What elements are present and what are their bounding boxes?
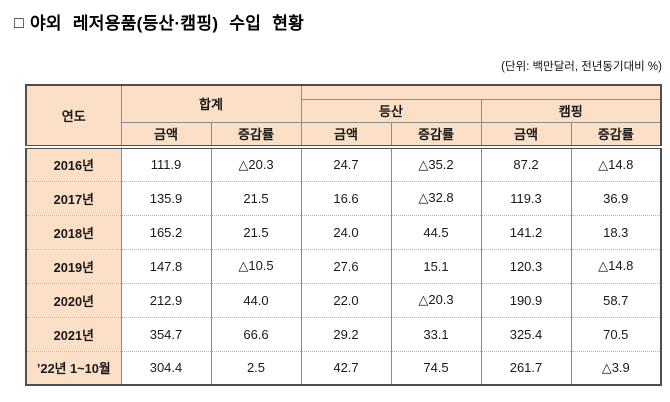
table-row-2021: 2021년 354.7 66.6 29.2 33.1 325.4 70.5 bbox=[25, 316, 662, 352]
value-cell: △35.2 bbox=[390, 146, 482, 182]
value-cell: 21.5 bbox=[210, 214, 302, 250]
value-cell: 120.3 bbox=[480, 248, 572, 284]
value-cell: 135.9 bbox=[120, 180, 212, 216]
value-cell: △20.3 bbox=[390, 282, 482, 318]
value-cell: 24.0 bbox=[300, 214, 392, 250]
value-cell: △10.5 bbox=[210, 248, 302, 284]
header-mountaineering-amount: 금액 bbox=[300, 121, 392, 149]
value-cell: 165.2 bbox=[120, 214, 212, 250]
value-cell: 70.5 bbox=[570, 316, 662, 352]
value-cell: 44.0 bbox=[210, 282, 302, 318]
header-group-total: 합계 bbox=[120, 84, 302, 123]
value-cell: 27.6 bbox=[300, 248, 392, 284]
value-cell: 87.2 bbox=[480, 146, 572, 182]
page-title: □ 야외 레저용품(등산·캠핑) 수입 현황 bbox=[14, 9, 304, 34]
year-cell: 2020년 bbox=[25, 282, 122, 318]
value-cell: 21.5 bbox=[210, 180, 302, 216]
year-cell: 2017년 bbox=[25, 180, 122, 216]
title-square-bullet-icon: □ bbox=[14, 15, 24, 32]
import-status-table: 연도 합계 등산 캠핑 금액 증감률 금액 증감률 금액 증감률 2016년 1… bbox=[25, 84, 662, 386]
value-cell: 36.9 bbox=[570, 180, 662, 216]
value-cell: 66.6 bbox=[210, 316, 302, 352]
value-cell: 2.5 bbox=[210, 350, 302, 386]
value-cell: △3.9 bbox=[570, 350, 662, 386]
year-cell: 2018년 bbox=[25, 214, 122, 250]
year-cell: ’22년 1~10월 bbox=[25, 350, 122, 386]
value-cell: 261.7 bbox=[480, 350, 572, 386]
header-camping-rate: 증감률 bbox=[570, 121, 662, 149]
value-cell: 33.1 bbox=[390, 316, 482, 352]
value-cell: 111.9 bbox=[120, 146, 212, 182]
value-cell: 190.9 bbox=[480, 282, 572, 318]
unit-note: (단위: 백만달러, 전년동기대비 %) bbox=[501, 61, 662, 73]
value-cell: 354.7 bbox=[120, 316, 212, 352]
value-cell: △32.8 bbox=[390, 180, 482, 216]
value-cell: 16.6 bbox=[300, 180, 392, 216]
table-header: 연도 합계 등산 캠핑 금액 증감률 금액 증감률 금액 증감률 bbox=[25, 84, 662, 149]
value-cell: 304.4 bbox=[120, 350, 212, 386]
value-cell: △20.3 bbox=[210, 146, 302, 182]
header-year: 연도 bbox=[25, 84, 122, 149]
table-row-2017: 2017년 135.9 21.5 16.6 △32.8 119.3 36.9 bbox=[25, 180, 662, 216]
table-row-2022-jan-oct: ’22년 1~10월 304.4 2.5 42.7 74.5 261.7 △3.… bbox=[25, 350, 662, 386]
header-total-rate: 증감률 bbox=[210, 121, 302, 149]
value-cell: 15.1 bbox=[390, 248, 482, 284]
header-camping-amount: 금액 bbox=[480, 121, 572, 149]
value-cell: 119.3 bbox=[480, 180, 572, 216]
value-cell: △14.8 bbox=[570, 248, 662, 284]
value-cell: △14.8 bbox=[570, 146, 662, 182]
year-cell: 2016년 bbox=[25, 146, 122, 182]
value-cell: 141.2 bbox=[480, 214, 572, 250]
value-cell: 147.8 bbox=[120, 248, 212, 284]
value-cell: 22.0 bbox=[300, 282, 392, 318]
header-total-amount: 금액 bbox=[120, 121, 212, 149]
table-row-2019: 2019년 147.8 △10.5 27.6 15.1 120.3 △14.8 bbox=[25, 248, 662, 284]
title-text: 야외 레저용품(등산·캠핑) bbox=[29, 14, 219, 33]
table-row-2016: 2016년 111.9 △20.3 24.7 △35.2 87.2 △14.8 bbox=[25, 146, 662, 182]
value-cell: 42.7 bbox=[300, 350, 392, 386]
year-cell: 2021년 bbox=[25, 316, 122, 352]
header-group-camping: 캠핑 bbox=[480, 98, 662, 123]
title-emphasis: 수입 현황 bbox=[229, 14, 305, 33]
header-group-mountaineering: 등산 bbox=[300, 98, 482, 123]
year-cell: 2019년 bbox=[25, 248, 122, 284]
value-cell: 58.7 bbox=[570, 282, 662, 318]
value-cell: 29.2 bbox=[300, 316, 392, 352]
value-cell: 44.5 bbox=[390, 214, 482, 250]
value-cell: 18.3 bbox=[570, 214, 662, 250]
table-body: 2016년 111.9 △20.3 24.7 △35.2 87.2 △14.8 … bbox=[25, 146, 662, 386]
header-mountaineering-rate: 증감률 bbox=[390, 121, 482, 149]
table-row-2018: 2018년 165.2 21.5 24.0 44.5 141.2 18.3 bbox=[25, 214, 662, 250]
header-blank-strip bbox=[300, 84, 662, 100]
value-cell: 74.5 bbox=[390, 350, 482, 386]
value-cell: 212.9 bbox=[120, 282, 212, 318]
table-row-2020: 2020년 212.9 44.0 22.0 △20.3 190.9 58.7 bbox=[25, 282, 662, 318]
value-cell: 24.7 bbox=[300, 146, 392, 182]
value-cell: 325.4 bbox=[480, 316, 572, 352]
